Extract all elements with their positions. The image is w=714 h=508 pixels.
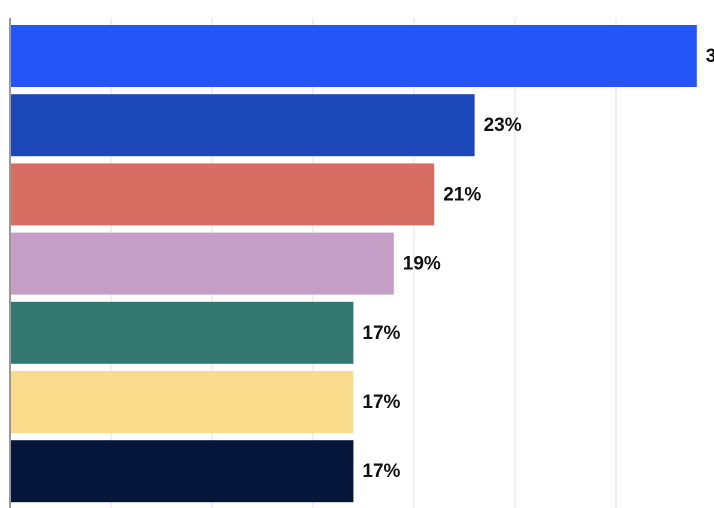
bar (10, 440, 354, 503)
value-label: 34% (706, 46, 714, 67)
bar (10, 232, 394, 295)
value-label: 17% (362, 461, 400, 482)
bar (10, 301, 354, 364)
value-label: 21% (443, 184, 481, 205)
bar (10, 163, 435, 226)
bar (10, 371, 354, 433)
value-label: 19% (403, 254, 441, 275)
value-label: 23% (484, 115, 522, 136)
value-label: 17% (362, 392, 400, 413)
bar (10, 94, 475, 157)
value-label: 17% (362, 323, 400, 344)
bar (10, 25, 697, 87)
